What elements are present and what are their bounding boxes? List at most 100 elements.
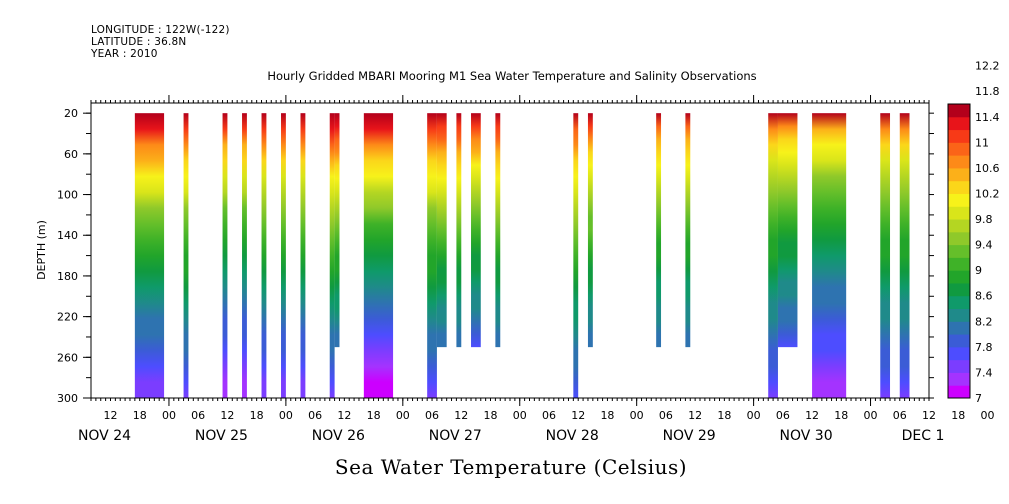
colorbar-swatch [948,104,970,118]
data-column [427,113,437,398]
x-hour-label: 06 [659,409,673,422]
data-column [134,113,165,398]
colorbar-swatch [948,142,970,156]
x-hour-label: 06 [542,409,556,422]
colorbar: 7 7.4 7.8 8.2 8.6 9 9.4 9.8 10.2 10.6 11 11.4 11.8 12… [947,60,1000,405]
colorbar-swatch [948,167,970,182]
data-column [880,113,891,398]
x-hour-label: 00 [980,409,994,422]
colorbar-swatch [948,155,970,169]
x-day-label: NOV 28 [546,428,599,444]
latitude-label: LATITUDE : 36.8N [91,36,187,48]
x-hour-label: 00 [630,409,644,422]
colorbar-label: 7.8 [975,341,993,354]
data-column [329,113,335,398]
x-hour-label: 06 [425,409,439,422]
data-column [436,113,447,348]
data-column [899,113,910,398]
data-column [222,113,228,398]
year-label: YEAR : 2010 [91,48,158,60]
x-hour-label: 00 [864,409,878,422]
x-hour-label: 00 [162,409,176,422]
data-columns [134,113,910,398]
data-column [685,113,691,348]
data-column [768,113,778,398]
colorbar-swatch [948,244,970,258]
chart-title: Hourly Gridded MBARI Mooring M1 Sea Wate… [267,69,756,83]
data-column [495,113,501,348]
x-hour-label: 18 [133,409,147,422]
colorbar-label: 12.2 [975,60,1000,73]
x-hour-label: 06 [191,409,205,422]
colorbar-label: 9 [975,264,982,277]
x-hour-label: 18 [484,409,498,422]
longitude-label: LONGITUDE : 122W(-122) [91,24,230,36]
x-hour-label: 12 [571,409,585,422]
data-column [281,113,286,398]
y-tick-label: 300 [57,392,78,405]
x-axis-label: Sea Water Temperature (Celsius) [335,455,687,479]
data-column [363,113,394,398]
x-hour-label: 12 [688,409,702,422]
x-hour-label: 06 [776,409,790,422]
x-hour-label: 12 [337,409,351,422]
colorbar-swatch [948,257,970,271]
x-day-label: NOV 27 [429,428,482,444]
colorbar-swatch [948,193,970,207]
colorbar-swatch [948,308,970,322]
x-hour-label: 00 [513,409,527,422]
colorbar-label: 11 [975,136,989,149]
colorbar-swatch [948,231,970,246]
colorbar-swatch [948,372,970,386]
data-column [456,113,462,348]
y-axis-label: DEPTH (m) [35,220,48,280]
x-day-label: DEC 1 [902,428,945,444]
colorbar-swatch [948,219,970,233]
colorbar-swatch [948,282,970,297]
colorbar-label: 8.2 [975,315,993,328]
plot-frame [90,102,930,399]
x-day-label: NOV 26 [312,428,365,444]
colorbar-label: 10.2 [975,187,1000,200]
y-tick-label: 140 [57,229,78,242]
x-hour-label: 18 [834,409,848,422]
colorbar-label: 9.8 [975,213,993,226]
colorbar-label: 7 [975,392,982,405]
colorbar-swatch [948,346,970,361]
data-column [183,113,189,398]
colorbar-label: 11.8 [975,85,1000,98]
x-hour-label: 12 [805,409,819,422]
colorbar-label: 8.6 [975,290,993,303]
colorbar-label: 9.4 [975,239,993,252]
colorbar-frame [947,103,971,399]
x-day-label: NOV 24 [78,428,131,444]
colorbar-swatch [948,180,970,194]
x-hour-label: 18 [717,409,731,422]
x-day-label: NOV 29 [663,428,716,444]
data-column [242,113,247,398]
data-column [587,113,593,348]
x-day-label: NOV 30 [780,428,833,444]
x-hour-label: 00 [279,409,293,422]
colorbar-swatch [948,206,970,220]
colorbar-swatch [948,385,970,399]
y-tick-label: 180 [57,270,78,283]
y-tick-label: 100 [57,189,78,202]
colorbar-swatch [948,129,970,143]
colorbar-label: 7.4 [975,366,993,379]
y-tick-label: 60 [64,148,78,161]
y-tick-label: 260 [57,351,78,364]
x-hour-label: 06 [308,409,322,422]
x-hour-label: 00 [396,409,410,422]
x-hour-label: 18 [367,409,381,422]
colorbar-label: 10.6 [975,162,1000,175]
x-day-label: NOV 25 [195,428,248,444]
colorbar-swatch [948,334,970,348]
colorbar-swatch [948,359,970,373]
x-hour-label: 12 [922,409,936,422]
x-hour-label: 18 [951,409,965,422]
data-column [656,113,662,348]
y-tick-label: 220 [57,311,78,324]
x-hour-label: 00 [747,409,761,422]
data-column [471,113,481,348]
